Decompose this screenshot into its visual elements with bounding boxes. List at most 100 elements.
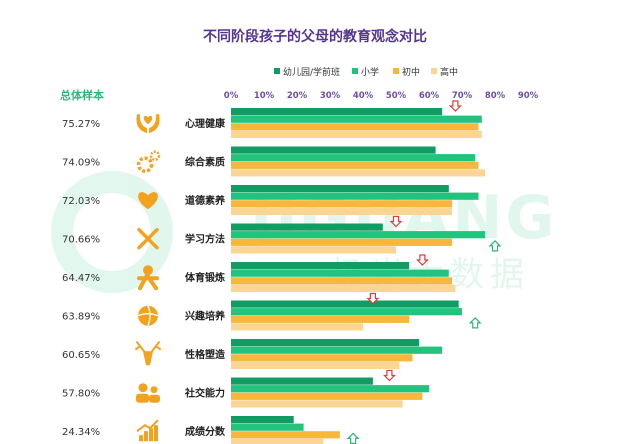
legend-label: 高中 (440, 66, 458, 78)
x-tick-label: 10% (254, 91, 275, 101)
arrow-down-icon (448, 100, 462, 112)
hands-heart-icon (136, 114, 160, 134)
arrow-up-icon (346, 432, 360, 444)
legend-swatch (393, 68, 399, 74)
x-tick-label: 30% (320, 91, 341, 101)
ball-seams (137, 305, 159, 326)
arrow-up-icon (488, 240, 502, 252)
category-label: 兴趣培养 (185, 310, 226, 323)
bar (231, 146, 436, 154)
heart-icon (138, 192, 158, 210)
hand-right (149, 114, 160, 134)
overall-value: 60.65% (62, 350, 100, 361)
overall-value: 64.47% (62, 273, 100, 284)
heart-shape (143, 115, 153, 125)
x-tick-label: 60% (419, 91, 440, 101)
category-row: 72.03% 道德素养 (62, 185, 479, 215)
bar (231, 346, 443, 354)
bar (231, 207, 453, 215)
bar (231, 392, 423, 400)
overall-value: 24.34% (62, 427, 100, 438)
x-tick-label: 40% (353, 91, 374, 101)
screwdriver (137, 227, 159, 250)
bar (231, 308, 462, 316)
chart-title: 不同阶段孩子的父母的教育观念对比 (203, 29, 427, 45)
category-label: 学习方法 (185, 233, 225, 246)
bar (231, 339, 420, 347)
x-tick-label: 50% (386, 91, 407, 101)
people-group-icon (136, 383, 160, 403)
gear-large (136, 156, 154, 173)
x-tick-label: 70% (452, 91, 473, 101)
overall-value: 57.80% (62, 389, 100, 400)
growth-bar (149, 428, 153, 442)
bar (231, 385, 429, 393)
x-axis: 0% 10% 20% 30% 40% 50% 60% 70% 80% 90% (224, 91, 539, 101)
runner-head (143, 265, 153, 276)
category-row: 57.80% 社交能力 (62, 377, 429, 408)
category-row: 63.89% 兴趣培养 (62, 300, 462, 331)
ball-icon (137, 305, 159, 326)
overall-value: 70.66% (62, 235, 100, 246)
category-row: 64.47% 体育锻炼 (62, 262, 456, 292)
arrow-down-icon (382, 369, 396, 382)
category-label: 心理健康 (185, 117, 226, 130)
bar (231, 361, 400, 369)
person-body (136, 393, 149, 403)
bar (231, 154, 476, 162)
category-row: 70.66% 学习方法 (62, 223, 486, 254)
deer-head (143, 351, 153, 366)
growth-chart-icon (136, 419, 159, 442)
hand-left (136, 114, 147, 134)
bar (231, 416, 294, 424)
category-label: 性格塑造 (184, 348, 226, 361)
tools-icon (137, 227, 159, 250)
watermark-ring (51, 171, 173, 293)
person-body (149, 394, 160, 403)
growth-bar (139, 435, 143, 442)
bar (231, 269, 449, 277)
x-tick-label: 0% (224, 91, 239, 101)
category-row: 75.27% 心理健康 (62, 108, 482, 138)
bar (231, 377, 373, 385)
bar (231, 115, 482, 123)
growth-bar (154, 425, 158, 442)
bar (231, 262, 410, 270)
category-label: 体育锻炼 (185, 271, 225, 284)
bar (231, 246, 396, 254)
overall-value: 74.09% (62, 158, 100, 169)
bar (231, 223, 383, 231)
legend-label: 小学 (361, 66, 379, 78)
category-label: 道德素养 (185, 194, 226, 207)
growth-line (136, 419, 159, 432)
legend-label: 初中 (402, 66, 420, 78)
category-label: 综合素质 (185, 156, 225, 169)
running-icon (137, 265, 159, 291)
legend-label: 幼儿园/学前班 (283, 66, 340, 78)
bar (231, 431, 340, 439)
arrow-down-icon (366, 292, 380, 305)
bar (231, 438, 324, 444)
sample-header: 总体样本 (60, 88, 104, 102)
bar (231, 169, 486, 177)
category-label: 社交能力 (184, 387, 225, 400)
category-label: 成绩分数 (185, 425, 226, 438)
bar (231, 354, 413, 362)
bar (231, 315, 410, 323)
gear-small (149, 150, 161, 161)
gears-icon (136, 150, 161, 173)
x-tick-label: 20% (287, 91, 308, 101)
bar (231, 108, 443, 116)
deer-icon (135, 341, 161, 366)
bar (231, 423, 304, 431)
bar (231, 400, 403, 408)
arrow-down-icon (389, 215, 403, 228)
bar (231, 231, 486, 239)
bar (231, 277, 453, 285)
x-tick-label: 90% (518, 91, 539, 101)
overall-value: 75.27% (62, 119, 100, 130)
bar (231, 300, 459, 308)
legend-swatch (274, 68, 280, 74)
category-row: 74.09% 综合素质 (62, 146, 486, 177)
